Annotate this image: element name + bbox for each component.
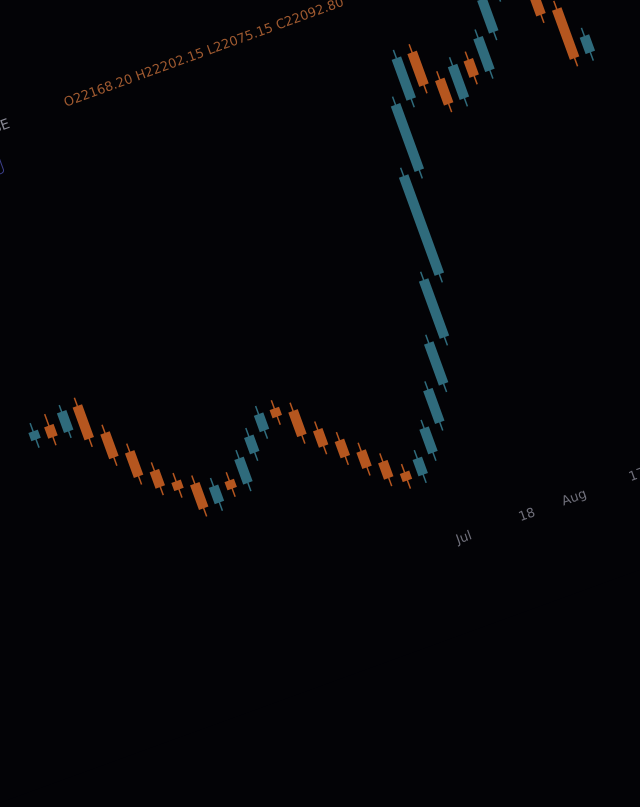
page: ex · 1D · NSE O22168.20 H22202.15 L22075… — [0, 0, 640, 640]
